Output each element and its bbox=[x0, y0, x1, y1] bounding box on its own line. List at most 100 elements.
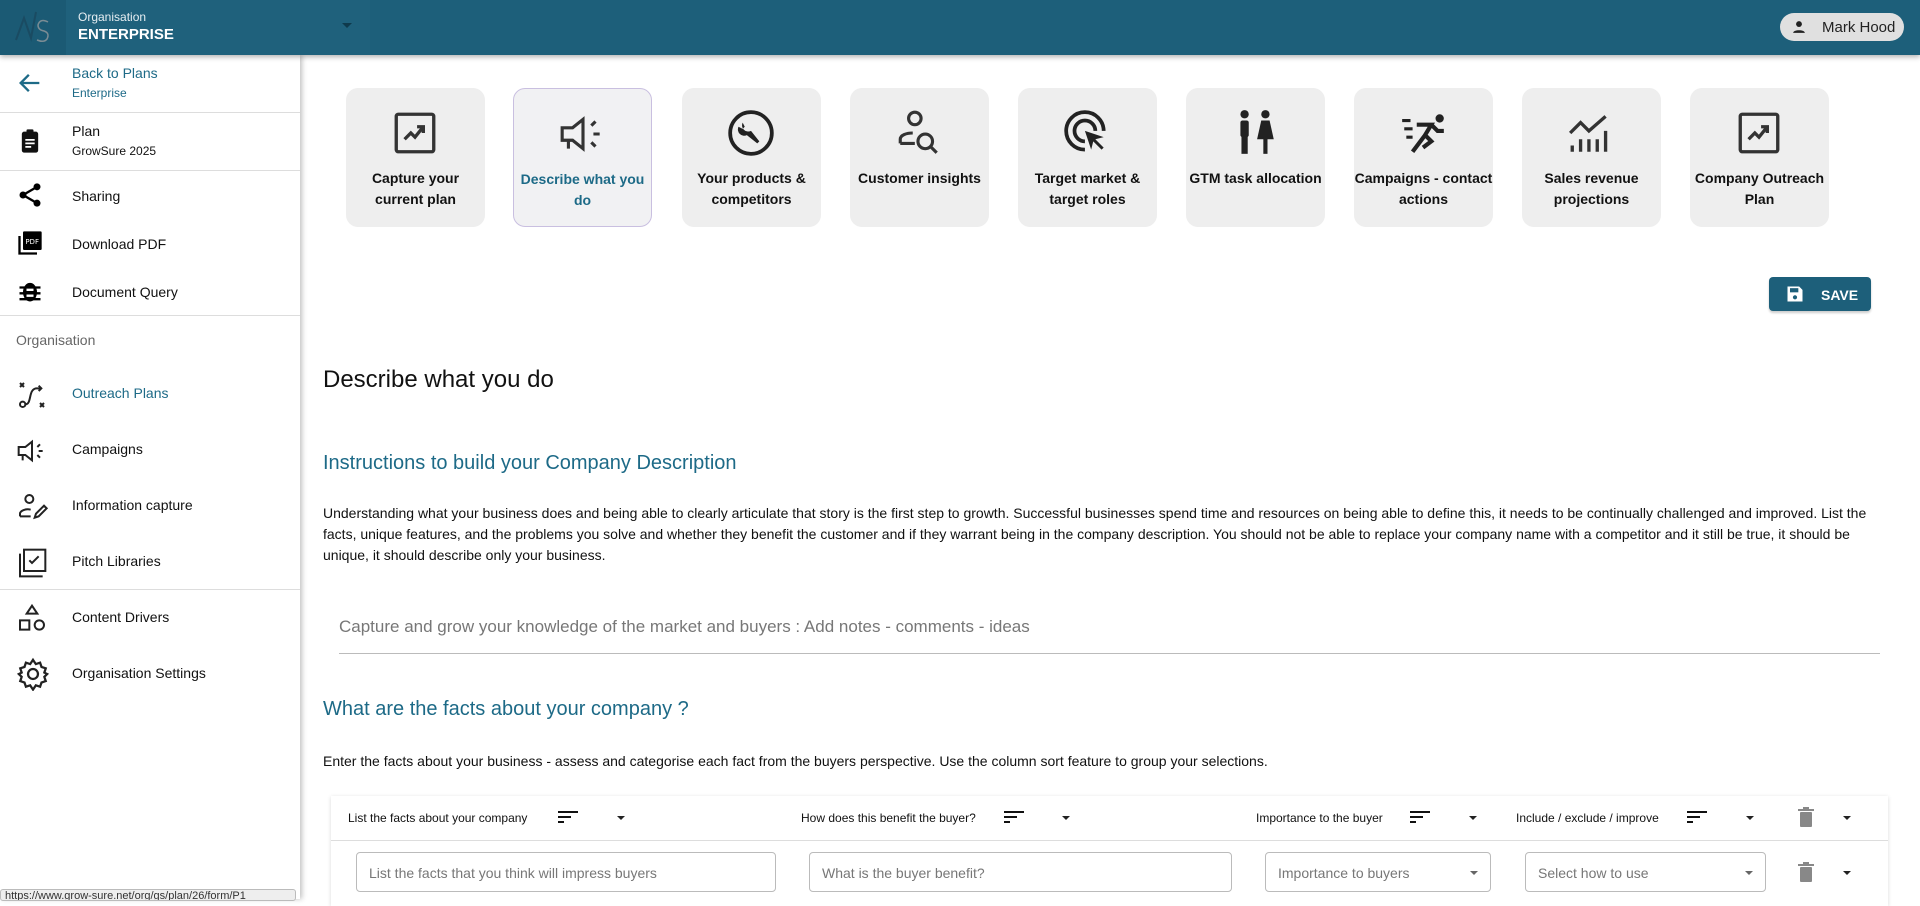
caret-down-icon[interactable] bbox=[617, 816, 625, 820]
sidebar-item-label: Organisation Settings bbox=[72, 665, 206, 681]
target-cursor-icon bbox=[1064, 110, 1106, 152]
step-describe-what-you-do[interactable]: Describe what you do bbox=[513, 88, 652, 227]
wrench-icon bbox=[728, 110, 774, 156]
facts-description: Enter the facts about your business - as… bbox=[323, 753, 1268, 769]
sidebar-item-label: Document Query bbox=[72, 284, 178, 300]
column-header[interactable]: How does this benefit the buyer? bbox=[801, 811, 976, 825]
caret-down-icon[interactable] bbox=[1469, 816, 1477, 820]
usage-placeholder: Select how to use bbox=[1538, 865, 1649, 881]
sidebar-item-label: Campaigns bbox=[72, 441, 143, 457]
fact-input[interactable]: List the facts that you think will impre… bbox=[356, 852, 776, 892]
pdf-icon: PDF bbox=[18, 231, 42, 255]
save-icon bbox=[1787, 286, 1803, 302]
sidebar-item-label: Pitch Libraries bbox=[72, 553, 161, 569]
sort-icon[interactable] bbox=[1004, 810, 1024, 824]
importance-placeholder: Importance to buyers bbox=[1278, 865, 1410, 881]
step-company-outreach-plan[interactable]: Company Outreach Plan bbox=[1690, 88, 1829, 227]
trend-box-icon bbox=[394, 112, 436, 154]
importance-select[interactable]: Importance to buyers bbox=[1265, 852, 1491, 892]
organisation-selector[interactable]: Organisation ENTERPRISE bbox=[66, 0, 370, 55]
person-icon bbox=[1793, 21, 1805, 33]
sidebar-item-information-capture[interactable]: Information capture bbox=[0, 487, 300, 523]
caret-down-icon bbox=[1745, 871, 1753, 875]
top-bar: Organisation ENTERPRISE Mark Hood bbox=[0, 0, 1920, 55]
arrow-left-icon bbox=[19, 74, 40, 92]
caret-down-icon[interactable] bbox=[1746, 816, 1754, 820]
sidebar-item-label: Content Drivers bbox=[72, 609, 170, 625]
sidebar-item-campaigns[interactable]: Campaigns bbox=[0, 431, 300, 467]
column-header[interactable]: Importance to the buyer bbox=[1256, 811, 1383, 825]
page-title: Describe what you do bbox=[323, 366, 554, 393]
organisation-name: ENTERPRISE bbox=[78, 26, 174, 43]
sort-icon[interactable] bbox=[1687, 810, 1707, 824]
sidebar-item-download-pdf[interactable]: PDF Download PDF bbox=[0, 223, 300, 263]
status-bar-url: https://www.grow-sure.net/org/gs/plan/26… bbox=[0, 889, 296, 901]
instructions-text: Understanding what your business does an… bbox=[323, 505, 1867, 563]
sidebar-item-pitch-libraries[interactable]: Pitch Libraries bbox=[0, 543, 300, 579]
step-label: Campaigns - contact actions bbox=[1354, 170, 1493, 207]
sort-icon[interactable] bbox=[558, 810, 578, 824]
back-to-plans[interactable]: Back to Plans Enterprise bbox=[0, 55, 300, 112]
section-label: Organisation bbox=[16, 332, 96, 348]
trend-box-icon bbox=[1738, 112, 1780, 154]
people-icon bbox=[1240, 110, 1274, 154]
logo[interactable] bbox=[0, 0, 66, 55]
chevron-down-icon bbox=[342, 23, 352, 28]
organisation-label: Organisation bbox=[78, 10, 147, 24]
step-label: Sales revenue projections bbox=[1544, 170, 1639, 207]
sidebar: Back to Plans Enterprise Plan GrowSure 2… bbox=[0, 55, 300, 899]
trash-icon[interactable] bbox=[1798, 807, 1814, 827]
notes-input[interactable]: Capture and grow your knowledge of the m… bbox=[339, 612, 1880, 654]
benefit-input[interactable]: What is the buyer benefit? bbox=[809, 852, 1232, 892]
caret-down-icon bbox=[1470, 871, 1478, 875]
caret-down-icon[interactable] bbox=[1843, 871, 1851, 875]
step-label: GTM task allocation bbox=[1189, 170, 1322, 186]
step-capture-current-plan[interactable]: Capture your current plan bbox=[346, 88, 485, 227]
logo-icon bbox=[15, 11, 49, 43]
sort-icon[interactable] bbox=[1410, 810, 1430, 824]
save-button[interactable]: SAVE bbox=[1769, 277, 1871, 311]
sidebar-item-content-drivers[interactable]: Content Drivers bbox=[0, 599, 300, 635]
chart-icon bbox=[1568, 115, 1608, 152]
megaphone-icon bbox=[17, 439, 43, 463]
column-header[interactable]: List the facts about your company bbox=[348, 811, 528, 825]
user-menu-button[interactable]: Mark Hood bbox=[1780, 13, 1904, 41]
bug-icon bbox=[19, 282, 41, 302]
step-customer-insights[interactable]: Customer insights bbox=[850, 88, 989, 227]
user-name: Mark Hood bbox=[1822, 19, 1896, 36]
library-check-icon bbox=[19, 548, 47, 578]
plan-item[interactable]: Plan GrowSure 2025 bbox=[0, 113, 300, 170]
step-products-competitors[interactable]: Your products & competitors bbox=[682, 88, 821, 227]
sidebar-item-organisation-settings[interactable]: Organisation Settings bbox=[0, 655, 300, 691]
facts-heading: What are the facts about your company ? bbox=[323, 698, 689, 720]
caret-down-icon[interactable] bbox=[1843, 816, 1851, 820]
save-label: SAVE bbox=[1821, 287, 1859, 303]
instructions-heading: Instructions to build your Company Descr… bbox=[323, 452, 737, 474]
shapes-icon bbox=[19, 603, 45, 631]
step-label: Company Outreach Plan bbox=[1694, 170, 1825, 207]
plan-label: Plan bbox=[72, 123, 101, 139]
facts-table: List the facts about your company How do… bbox=[331, 796, 1888, 906]
share-icon bbox=[19, 183, 41, 207]
sidebar-item-document-query[interactable]: Document Query bbox=[0, 271, 300, 311]
sidebar-item-label: Sharing bbox=[72, 188, 121, 204]
sidebar-item-outreach-plans[interactable]: Outreach Plans bbox=[0, 375, 300, 411]
column-header[interactable]: Include / exclude / improve bbox=[1516, 811, 1659, 825]
megaphone-icon bbox=[560, 116, 600, 152]
step-label: Describe what you do bbox=[520, 171, 645, 208]
step-target-market[interactable]: Target market & target roles bbox=[1018, 88, 1157, 227]
caret-down-icon[interactable] bbox=[1062, 816, 1070, 820]
step-campaigns-contact-actions[interactable]: Campaigns - contact actions bbox=[1354, 88, 1493, 227]
svg-text:PDF: PDF bbox=[25, 238, 39, 246]
step-label: Capture your current plan bbox=[371, 170, 460, 207]
person-edit-icon bbox=[19, 494, 48, 520]
back-sub: Enterprise bbox=[72, 86, 127, 100]
sidebar-item-sharing[interactable]: Sharing bbox=[0, 175, 300, 215]
step-gtm-task-allocation[interactable]: GTM task allocation bbox=[1186, 88, 1325, 227]
clipboard-icon bbox=[21, 129, 39, 153]
step-sales-revenue-projections[interactable]: Sales revenue projections bbox=[1522, 88, 1661, 227]
trash-icon[interactable] bbox=[1798, 862, 1814, 882]
usage-select[interactable]: Select how to use bbox=[1525, 852, 1766, 892]
step-label: Your products & competitors bbox=[697, 170, 806, 207]
step-label: Target market & target roles bbox=[1034, 170, 1141, 207]
